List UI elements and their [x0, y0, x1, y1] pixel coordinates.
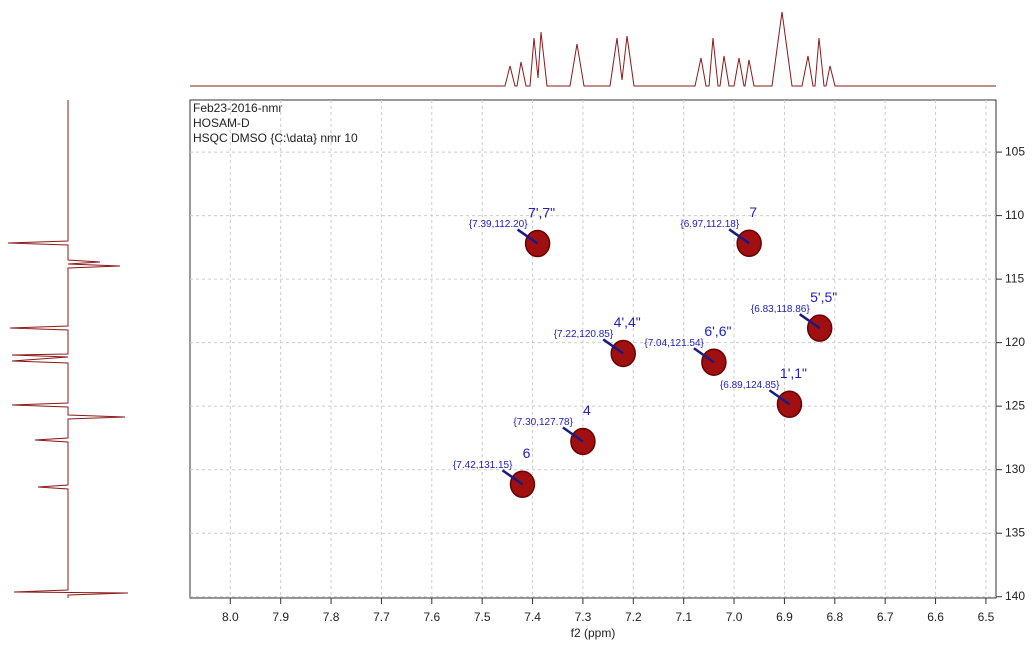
peak-pointer — [602, 338, 624, 355]
x-tick-label: 6.5 — [978, 610, 995, 624]
y-tick-label: 105 — [1005, 144, 1025, 158]
y-tick-label: 115 — [1005, 271, 1024, 285]
peak-coordinates: {6.89,124.85} — [720, 380, 780, 391]
peak-pointer — [728, 228, 750, 245]
cross-peak — [736, 229, 762, 258]
peak-coordinates: {7.42,131.15} — [453, 460, 513, 471]
peak-pointer — [798, 313, 821, 330]
x-tick-label: 6.8 — [826, 610, 843, 624]
x-tick-label: 8.0 — [222, 610, 239, 624]
peak-pointer — [516, 228, 539, 245]
x-tick-label: 6.9 — [776, 610, 793, 624]
peak-assignment: 4 — [583, 402, 591, 418]
peak-pointer — [562, 426, 584, 443]
x-tick-label: 7.3 — [575, 610, 592, 624]
plot-frame — [189, 99, 997, 599]
peak-pointer — [768, 389, 791, 406]
peak-pointer — [501, 469, 524, 486]
peak-assignment: 6 — [523, 445, 531, 461]
x-tick-label: 7.0 — [726, 610, 743, 624]
peak-assignment: 7',7" — [528, 204, 555, 220]
x-tick-label: 7.1 — [675, 610, 692, 624]
peak-coordinates: {7.39,112.20} — [469, 219, 528, 230]
header-line: HSQC DMSO {C:\data} nmr 10 — [193, 131, 358, 145]
x-tick-label: 7.8 — [323, 610, 340, 624]
header-line: HOSAM-D — [193, 116, 250, 130]
x-axis-label: f2 (ppm) — [571, 626, 616, 640]
x-tick-label: 7.6 — [423, 610, 440, 624]
peak-assignment: 1',1" — [780, 365, 807, 381]
f1-projection — [7, 100, 129, 598]
peak-assignment: 5',5" — [810, 289, 837, 305]
y-tick-label: 110 — [1005, 208, 1024, 222]
x-tick-label: 7.4 — [524, 610, 541, 624]
peak-coordinates: {7.30,127.78} — [513, 417, 573, 428]
x-tick-label: 6.6 — [927, 610, 944, 624]
x-tick-label: 7.2 — [625, 610, 642, 624]
y-tick-label: 130 — [1005, 462, 1025, 476]
y-tick-label: 125 — [1005, 398, 1025, 412]
y-tick-label: 135 — [1005, 525, 1025, 539]
f2-projection — [190, 11, 996, 87]
x-tick-label: 7.9 — [272, 610, 289, 624]
x-tick-label: 7.5 — [474, 610, 491, 624]
y-tick-label: 140 — [1005, 589, 1025, 603]
peak-coordinates: {7.04,121.54} — [644, 338, 704, 349]
x-tick-label: 6.7 — [877, 610, 894, 624]
peak-assignment: 6',6" — [704, 323, 731, 339]
peak-coordinates: {7.22,120.85} — [554, 329, 614, 340]
peak-pointer — [693, 347, 715, 364]
x-tick-label: 7.7 — [373, 610, 390, 624]
y-tick-label: 120 — [1005, 335, 1025, 349]
peak-assignment: 7 — [749, 204, 757, 220]
peak-coordinates: {6.97,112.18} — [680, 219, 739, 230]
peak-coordinates: {6.83,118.86} — [751, 304, 810, 315]
peak-assignment: 4',4" — [614, 314, 641, 330]
header-line: Feb23-2016-nmr — [193, 101, 282, 115]
